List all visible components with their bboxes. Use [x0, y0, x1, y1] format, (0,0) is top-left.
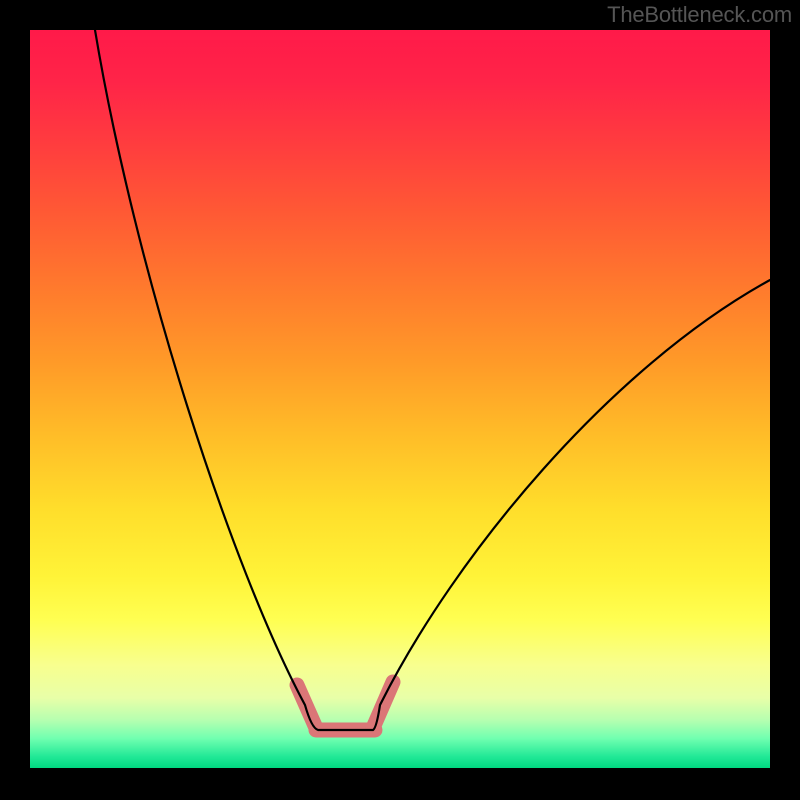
chart-canvas: TheBottleneck.com [0, 0, 800, 800]
plot-background [30, 30, 770, 768]
watermark-text: TheBottleneck.com [607, 2, 792, 28]
chart-svg [0, 0, 800, 800]
